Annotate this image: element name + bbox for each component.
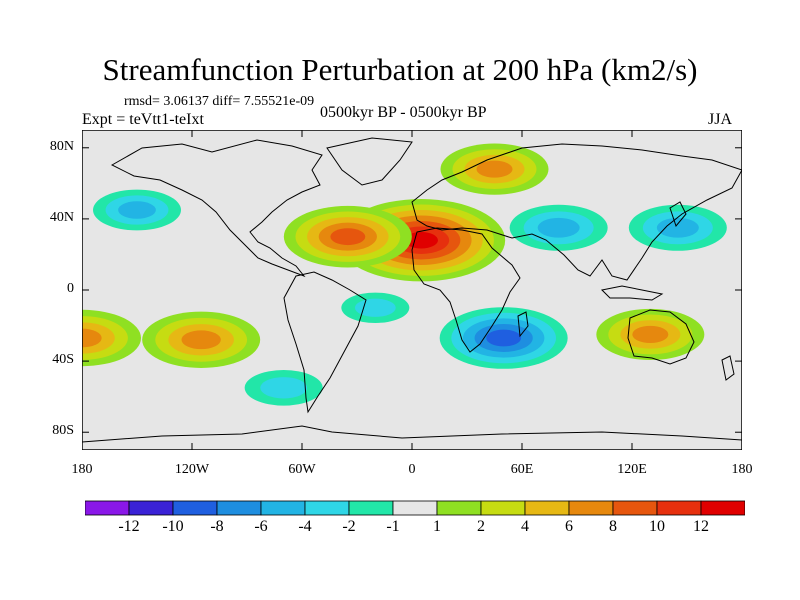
contour-level <box>181 330 221 350</box>
colorbar-swatch <box>304 500 350 516</box>
colorbar <box>85 500 745 516</box>
contour-level <box>354 298 396 317</box>
season-label: JJA <box>708 111 733 128</box>
lon-label: 180 <box>71 462 93 477</box>
colorbar-swatch <box>172 500 218 516</box>
colorbar-label: -12 <box>118 518 140 535</box>
colorbar-label: 8 <box>609 518 617 535</box>
field-background <box>82 130 742 450</box>
contour-fields <box>82 130 742 450</box>
coast-japan <box>669 201 687 228</box>
colorbar-label: 1 <box>433 518 441 535</box>
contour-level <box>632 325 669 343</box>
colorbar-swatch <box>480 500 526 516</box>
coast-indonesia <box>600 285 664 301</box>
colorbar-label: 12 <box>693 518 709 535</box>
map-title: Streamfunction Perturbation at 200 hPa (… <box>102 52 698 87</box>
stats-text: rmsd= 3.06137 diff= 7.55521e-09 <box>124 94 315 109</box>
coast-africa <box>411 227 521 353</box>
contour-level <box>260 377 308 399</box>
colorbar-label: -6 <box>254 518 268 535</box>
colorbar-swatch <box>392 500 438 516</box>
lat-label: 80N <box>49 138 74 154</box>
colorbar-swatch <box>656 500 702 516</box>
lon-label: 120E <box>617 462 647 477</box>
contour-level <box>537 217 580 238</box>
map-plot <box>82 130 742 450</box>
coast-eurasia <box>411 143 742 281</box>
lon-label: 120W <box>174 462 210 477</box>
colorbar-swatch <box>348 500 394 516</box>
anomaly-feature <box>341 292 410 323</box>
coast-australia <box>627 309 695 365</box>
anomaly-feature <box>440 143 549 195</box>
colorbar-label: -2 <box>342 518 356 535</box>
coast-greenland <box>326 137 413 186</box>
lat-label: 80S <box>52 423 74 439</box>
colorbar-swatch <box>524 500 570 516</box>
colorbar-label: -4 <box>298 518 312 535</box>
colorbar-swatch <box>216 500 262 516</box>
colorbar-swatch <box>85 500 130 516</box>
lon-label: 60E <box>510 462 534 477</box>
coast-north-america <box>110 139 323 278</box>
colorbar-swatch <box>436 500 482 516</box>
coast-antarctica <box>82 425 742 443</box>
anomaly-feature <box>628 204 727 251</box>
anomaly-feature <box>244 369 323 406</box>
anomaly-feature <box>82 309 141 367</box>
colorbar-label: 6 <box>565 518 573 535</box>
experiment-label: Expt = teVtt1-teIxt <box>82 111 204 128</box>
contour-level <box>404 231 438 249</box>
anomaly-feature <box>596 308 705 361</box>
period-label: 0500kyr BP - 0500kyr BP <box>320 104 487 121</box>
lon-label: 60W <box>288 462 316 477</box>
colorbar-swatch <box>700 500 745 516</box>
contour-level <box>656 217 699 238</box>
lat-label: 40N <box>49 209 74 225</box>
colorbar-label: 4 <box>521 518 529 535</box>
lat-label: 40S <box>52 352 74 368</box>
colorbar-swatch <box>128 500 174 516</box>
colorbar-label: -1 <box>386 518 400 535</box>
lon-label: 0 <box>408 462 416 477</box>
anomaly-feature <box>509 204 608 251</box>
colorbar-label: 2 <box>477 518 485 535</box>
colorbar-swatch <box>612 500 658 516</box>
anomaly-feature <box>439 307 568 369</box>
colorbar-swatch <box>260 500 306 516</box>
anomaly-feature <box>142 311 261 368</box>
colorbar-label: -10 <box>162 518 184 535</box>
anomaly-feature <box>93 189 181 231</box>
lon-label: 180 <box>731 462 753 477</box>
lat-label: 0 <box>67 281 74 296</box>
contour-level <box>330 228 366 246</box>
contour-level <box>82 328 102 348</box>
contour-level <box>118 201 156 219</box>
colorbar-label: -8 <box>210 518 224 535</box>
colorbar-label: 10 <box>649 518 665 535</box>
coast-south-america <box>283 271 367 414</box>
contour-level <box>476 160 513 178</box>
contour-level <box>486 329 522 347</box>
colorbar-swatch <box>568 500 614 516</box>
axis-ticks <box>82 130 742 450</box>
anomaly-feature <box>283 205 412 268</box>
coastlines <box>82 137 742 443</box>
coast-new-zealand <box>721 355 735 381</box>
coast-madagascar <box>517 311 529 338</box>
